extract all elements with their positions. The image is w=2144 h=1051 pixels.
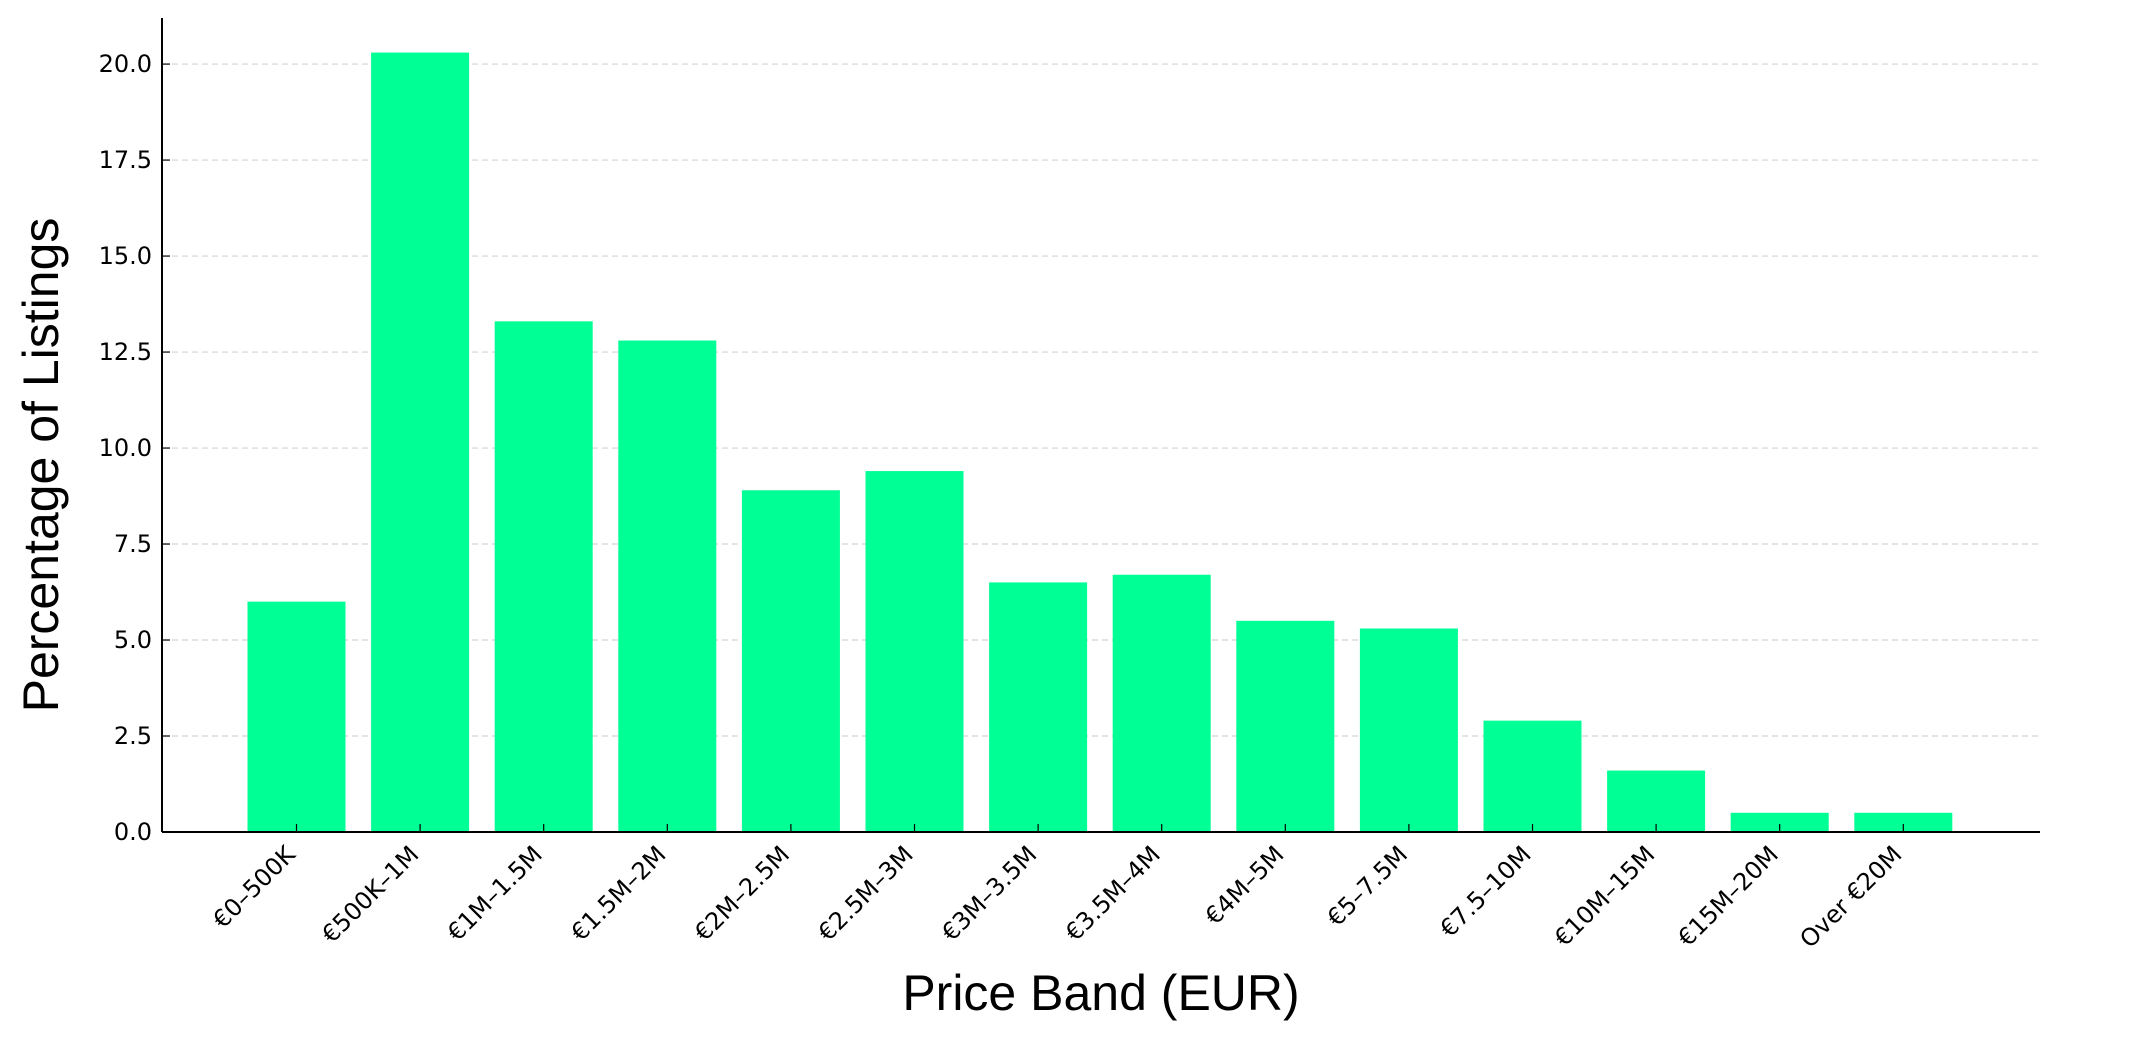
y-tick-label: 7.5 [114,530,152,558]
x-tick-label: €3M–3.5M [936,840,1042,946]
bar [1236,620,1335,832]
bar [1607,770,1706,832]
x-tick-label: €1.5M–2M [565,840,671,946]
x-ticks: €0–500K €500K–1M €1M–1.5M €1.5M–2M €2M–2.5M €… [207,824,1908,953]
x-tick-label: €500K–1M [316,840,424,948]
y-axis-title: Percentage of Listings [13,218,69,713]
bar [247,601,346,832]
x-tick-label: Over €20M [1794,840,1907,953]
x-tick-label: €7.5–10M [1434,840,1536,942]
y-tick-label: 10.0 [99,434,152,462]
y-tick-label: 17.5 [99,146,152,174]
grid-lines [162,63,2040,737]
bar [1483,720,1582,832]
bar [1112,574,1211,832]
x-tick-label: €2.5M–3M [813,840,919,946]
axes [161,18,2040,833]
y-ticks: 0.0 2.5 5.0 7.5 10.0 12.5 15.0 17.5 20.0 [99,50,170,846]
x-tick-label: €1M–1.5M [442,840,548,946]
y-tick-label: 2.5 [114,722,152,750]
x-tick-label: €0–500K [207,840,301,934]
bar [371,52,470,833]
bars [247,52,1953,833]
x-tick-label: €4M–5M [1200,840,1290,930]
y-tick-label: 20.0 [99,50,152,78]
x-tick-label: €15M–20M [1672,840,1784,952]
x-axis-title: Price Band (EUR) [902,965,1299,1021]
y-tick-label: 5.0 [114,626,152,654]
y-tick-label: 0.0 [114,818,152,846]
bar [494,321,593,832]
bar [618,340,717,832]
bar [989,582,1088,832]
y-tick-label: 15.0 [99,242,152,270]
bar [1854,812,1953,832]
bar [741,490,840,832]
bar [865,471,964,832]
y-tick-label: 12.5 [99,338,152,366]
x-tick-label: €2M–2.5M [689,840,795,946]
bar [1730,812,1829,832]
x-tick-label: €5–7.5M [1322,840,1414,932]
x-tick-label: €10M–15M [1549,840,1661,952]
x-tick-label: €3.5M–4M [1060,840,1166,946]
bar [1359,628,1458,832]
